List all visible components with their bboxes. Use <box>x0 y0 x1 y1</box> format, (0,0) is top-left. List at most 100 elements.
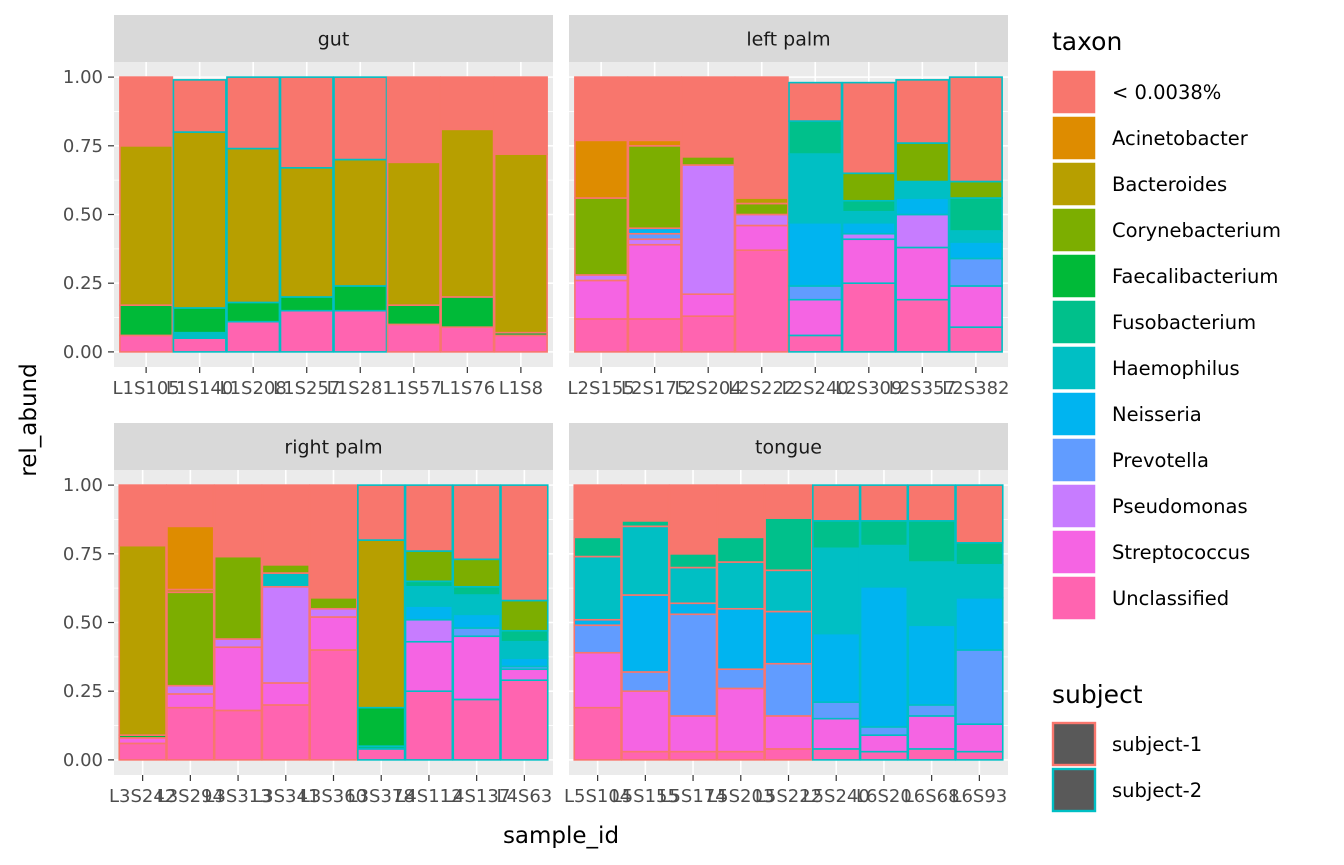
bar-segment-streptococcus <box>788 298 843 337</box>
bar-segment-streptococcus <box>261 682 310 706</box>
bar-segment-corynebacterium <box>734 202 789 216</box>
legend-key <box>1051 207 1097 253</box>
bar-segment-neisseria <box>452 613 501 629</box>
bar-segment-unclassified <box>734 249 789 353</box>
bar-L2S204 <box>681 76 736 353</box>
facet-left-palm: left palmL2S155L2S175L2S204L2S222L2S240L… <box>567 15 1010 399</box>
bar-segment-haemophilus <box>404 585 454 607</box>
bar-segment-00038 <box>734 76 789 199</box>
bar-segment-pseudomonas <box>261 585 310 684</box>
bar-L5S104 <box>573 484 622 761</box>
bar-segment-haemophilus <box>859 544 909 588</box>
x-tick-label: L3S313 <box>204 786 271 807</box>
bar-segment-faecalibacterium <box>333 285 388 312</box>
y-tick-label: 0.00 <box>63 750 103 771</box>
legend-label: Haemophilus <box>1112 357 1240 380</box>
bar-segment-prevotella <box>955 649 1004 725</box>
bar-segment-neisseria <box>948 241 1003 260</box>
bar-segment-unclassified <box>895 298 950 353</box>
bar-segment-haemophilus <box>573 555 622 621</box>
bar-L4S63 <box>500 484 549 761</box>
x-tick-label: L4S137 <box>443 786 510 807</box>
bar-segment-pseudomonas <box>574 274 629 282</box>
bar-segment-unclassified <box>386 323 441 353</box>
x-tick-label: L5S240 <box>803 786 870 807</box>
bar-segment-fusobacterium <box>452 585 501 596</box>
legend-label: Acinetobacter <box>1112 127 1249 150</box>
bar-segment-neisseria <box>573 618 622 627</box>
bar-segment-bacteroides <box>118 544 167 736</box>
bar-segment-haemophilus <box>172 331 227 339</box>
bar-segment-unclassified <box>309 649 358 761</box>
bar-segment-corynebacterium <box>948 180 1003 199</box>
x-tick-label: L5S104 <box>564 786 631 807</box>
bar-segment-streptococcus <box>404 640 454 692</box>
facet-strip <box>569 423 1008 470</box>
bar-L2S382 <box>948 76 1003 353</box>
facet-gut: gutL1S105L1S140L1S208L1S257L1S281L1S57L1… <box>63 15 553 399</box>
bar-L2S155 <box>574 76 629 353</box>
bar-segment-faecalibacterium <box>119 304 174 337</box>
legend-key <box>1051 253 1097 299</box>
x-tick-label: L5S155 <box>612 786 679 807</box>
bar-segment-faecalibacterium <box>357 706 406 747</box>
bar-segment-00038 <box>386 76 441 164</box>
x-tick-label: L2S204 <box>675 378 742 399</box>
bar-segment-00038 <box>907 484 956 522</box>
bar-segment-streptococcus <box>907 715 956 750</box>
bar-L3S242 <box>118 484 167 761</box>
bar-segment-unclassified <box>452 698 501 761</box>
bar-segment-streptococcus <box>859 734 909 753</box>
y-tick-label: 0.00 <box>63 342 103 363</box>
bar-segment-streptococcus <box>841 238 896 284</box>
bar-segment-acinetobacter <box>574 139 629 199</box>
bar-segment-prevotella <box>452 627 501 638</box>
x-tick-label: L2S222 <box>728 378 795 399</box>
bar-L1S105 <box>119 76 174 353</box>
x-tick-label: L1S76 <box>439 378 495 399</box>
legend-label: Corynebacterium <box>1112 219 1281 242</box>
legend-label: Unclassified <box>1112 587 1229 610</box>
x-tick-label: L1S208 <box>220 378 287 399</box>
legend: taxon < 0.0038% Acinetobacter Bacteroides Co… <box>1051 27 1281 813</box>
x-tick-label: L6S93 <box>951 786 1007 807</box>
legend-entry-subject: subject-2 <box>1051 767 1202 813</box>
bar-segment-faecalibacterium <box>226 301 281 323</box>
bar-L6S20 <box>859 484 909 761</box>
bar-segment-streptococcus <box>681 293 736 317</box>
bar-L5S155 <box>621 484 670 761</box>
bar-segment-unclassified <box>859 750 909 761</box>
bar-segment-streptococcus <box>668 715 718 753</box>
y-tick-label: 0.25 <box>63 273 103 294</box>
bar-segment-fusobacterium <box>573 536 622 558</box>
bar-segment-00038 <box>213 484 263 558</box>
bar-segment-streptococcus <box>734 224 789 252</box>
bar-segment-corynebacterium <box>404 550 454 583</box>
bar-segment-fusobacterium <box>788 120 843 155</box>
bar-L3S360 <box>309 484 358 761</box>
bar-segment-acinetobacter <box>166 525 215 591</box>
bar-segment-haemophilus <box>452 594 501 616</box>
y-tick-label: 1.00 <box>63 475 103 496</box>
bar-segment-pseudomonas <box>841 232 896 241</box>
bar-segment-00038 <box>955 484 1004 544</box>
bar-segment-unclassified <box>621 750 670 761</box>
bar-segment-unclassified <box>573 706 622 761</box>
bar-L5S203 <box>716 484 765 761</box>
bar-segment-bacteroides <box>734 197 789 205</box>
bar-segment-prevotella <box>788 285 843 301</box>
legend-entry-taxon: Unclassified <box>1051 575 1229 621</box>
bar-segment-fusobacterium <box>948 197 1003 232</box>
legend-key <box>1051 161 1097 207</box>
legend-key <box>1051 69 1097 115</box>
bar-segment-faecalibacterium <box>440 296 495 328</box>
bar-segment-fusobacterium <box>841 199 896 213</box>
bar-segment-corynebacterium <box>627 145 682 230</box>
x-tick-label: L6S20 <box>856 786 912 807</box>
bar-segment-pseudomonas <box>213 638 263 649</box>
bar-segment-00038 <box>948 76 1003 183</box>
bar-segment-streptococcus <box>948 285 1003 328</box>
legend-entry-taxon: Acinetobacter <box>1051 115 1249 161</box>
bar-segment-streptococcus <box>716 687 765 753</box>
bar-segment-00038 <box>166 484 215 528</box>
